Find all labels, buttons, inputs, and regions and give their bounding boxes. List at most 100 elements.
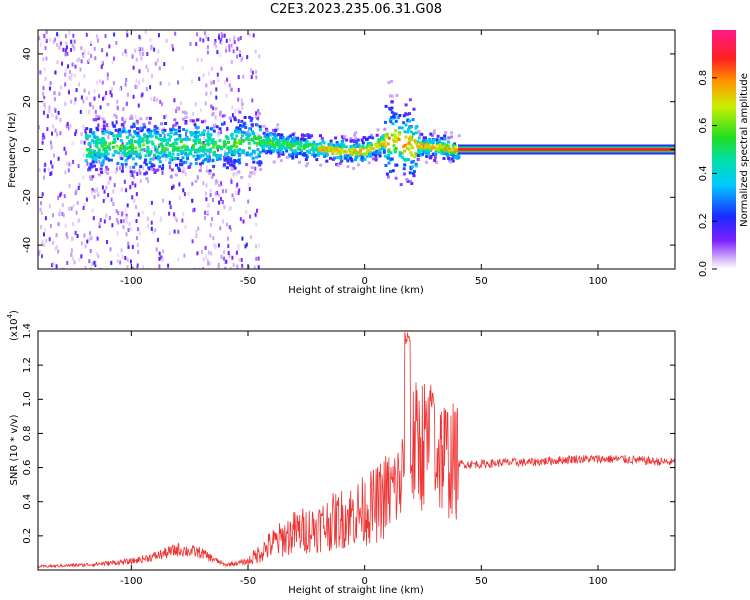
spectrogram-ridge-cell bbox=[343, 149, 347, 153]
spectrogram-noise-cell bbox=[83, 233, 86, 238]
spectrogram-noise-cell bbox=[59, 131, 62, 136]
spectrogram-ridge-cell bbox=[432, 138, 436, 142]
spectrogram-ridge-cell bbox=[275, 148, 279, 152]
spectrogram-noise-cell bbox=[163, 115, 166, 120]
spectrogram-noise-cell bbox=[237, 119, 240, 124]
spectrogram-noise-cell bbox=[88, 58, 91, 63]
spectrogram-ridge-cell bbox=[357, 143, 361, 147]
spectrogram-noise-cell bbox=[179, 101, 182, 105]
spectrogram-ridge-cell bbox=[150, 140, 154, 144]
spectrogram-noise-cell bbox=[74, 97, 77, 102]
spectrogram-ridge-cell bbox=[398, 114, 402, 117]
spectrogram-noise-cell bbox=[137, 249, 140, 254]
spectrogram-ridge-cell bbox=[107, 146, 111, 149]
spectrogram-ridge-cell bbox=[419, 147, 423, 151]
spectrogram-ridge-cell bbox=[212, 153, 216, 157]
spectrogram-ridge-cell bbox=[206, 154, 209, 158]
spectrogram-noise-cell bbox=[178, 195, 181, 200]
spectrogram-noise-cell bbox=[120, 151, 123, 156]
spectrogram-ridge-cell bbox=[272, 143, 276, 147]
spectrogram-noise-cell bbox=[134, 114, 137, 119]
spectrogram-ridge-cell bbox=[296, 136, 300, 140]
spectrogram-noise-cell bbox=[82, 99, 85, 104]
spectrogram-noise-cell bbox=[64, 72, 67, 77]
spectrogram-noise-cell bbox=[100, 59, 103, 64]
spectrogram-ridge-cell bbox=[414, 140, 417, 144]
spectrogram-ridge-cell bbox=[161, 147, 165, 150]
spectrogram-noise-cell bbox=[223, 256, 226, 261]
spectrogram-noise-cell bbox=[89, 231, 91, 236]
spectrogram-noise-cell bbox=[124, 208, 127, 213]
spectrogram-ridge-cell bbox=[416, 158, 420, 161]
spectrogram-ridge-cell bbox=[140, 129, 144, 133]
spectrogram-ridge-cell bbox=[322, 141, 326, 145]
spectrogram-ridge-cell bbox=[332, 148, 336, 152]
spectrogram-ridge-cell bbox=[356, 144, 360, 148]
spectrogram-ridge-cell bbox=[265, 133, 269, 137]
spectrogram-ridge-cell bbox=[122, 127, 126, 131]
spectrogram-ridge-cell bbox=[409, 143, 413, 147]
spectrogram-ridge-cell bbox=[160, 122, 164, 126]
spectrogram-noise-cell bbox=[120, 219, 123, 224]
spectrogram-noise-cell bbox=[68, 75, 71, 80]
spectrogram-ridge-cell bbox=[241, 124, 245, 128]
spectrogram-ridge-cell bbox=[124, 158, 128, 162]
spectrogram-ridge-cell bbox=[319, 163, 323, 167]
spectrogram-ridge-cell bbox=[182, 137, 186, 141]
spectrogram-noise-cell bbox=[44, 162, 47, 167]
spectrogram-noise-cell bbox=[117, 253, 120, 258]
spectrogram-ridge-cell bbox=[404, 103, 408, 107]
spectrogram-noise-cell bbox=[118, 166, 121, 171]
spectrogram-ridge-cell bbox=[402, 145, 405, 149]
spectrogram-ridge-cell bbox=[151, 142, 155, 146]
spectrogram-noise-cell bbox=[179, 160, 182, 165]
spectrogram-ridge-cell bbox=[150, 165, 154, 169]
spectrogram-ridge-cell bbox=[292, 136, 296, 140]
spectrogram-noise-cell bbox=[66, 235, 69, 240]
spectrogram-ridge-cell bbox=[102, 148, 106, 152]
spectrogram-ridge-cell bbox=[201, 154, 205, 158]
spectrogram-ridge-cell bbox=[410, 165, 414, 169]
spectrogram-ridge-cell bbox=[437, 148, 441, 152]
spectrogram-noise-cell bbox=[178, 182, 181, 187]
spectrogram-ridge-cell bbox=[230, 167, 234, 171]
spectrogram-noise-cell bbox=[38, 125, 40, 130]
spectrogram-ridge-cell bbox=[194, 158, 198, 161]
spectrogram-noise-cell bbox=[80, 241, 83, 246]
spectrogram-ridge-cell bbox=[394, 176, 398, 180]
spectrogram-ridge-cell bbox=[130, 138, 133, 142]
spectrogram-noise-cell bbox=[237, 191, 240, 196]
spectrogram-ridge-cell bbox=[172, 128, 175, 132]
spectrogram-ridge-cell bbox=[96, 117, 100, 121]
spectrogram-noise-cell bbox=[124, 118, 127, 122]
spectrogram-noise-cell bbox=[115, 164, 118, 169]
spectrogram-ridge-cell bbox=[443, 137, 447, 141]
spectrogram-noise-cell bbox=[91, 208, 94, 213]
spectrogram-ridge-cell bbox=[355, 152, 359, 156]
spectrogram-ridge-cell bbox=[171, 149, 175, 152]
spectrogram-noise-cell bbox=[219, 52, 222, 57]
spectrogram-ridge-cell bbox=[430, 147, 434, 151]
spectrogram-noise-cell bbox=[66, 122, 69, 126]
spectrogram-ridge-cell bbox=[206, 140, 210, 143]
spectrogram-noise-cell bbox=[212, 242, 215, 247]
spectrogram-noise-cell bbox=[59, 208, 62, 213]
spectrogram-x-tick-label: 0 bbox=[361, 276, 367, 287]
spectrogram-ridge-cell bbox=[145, 162, 148, 166]
spectrogram-noise-cell bbox=[52, 261, 55, 266]
spectrogram-ridge-cell bbox=[85, 134, 89, 137]
spectrogram-ridge-cell bbox=[226, 146, 230, 150]
spectrogram-ridge-cell bbox=[192, 139, 196, 143]
spectrogram-noise-cell bbox=[44, 227, 47, 232]
spectrogram-ridge-cell bbox=[94, 159, 98, 163]
spectrogram-ridge-cell bbox=[298, 147, 302, 151]
spectrogram-ridge-cell bbox=[381, 137, 385, 141]
spectrogram-ridge-cell bbox=[300, 133, 304, 137]
spectrogram-ridge-cell bbox=[387, 148, 391, 152]
spectrogram-noise-cell bbox=[83, 88, 86, 93]
spectrogram-ridge-cell bbox=[108, 142, 112, 146]
spectrogram-ridge-cell bbox=[277, 152, 281, 156]
spectrogram-noise-cell bbox=[234, 108, 237, 113]
spectrogram-noise-cell bbox=[158, 256, 161, 261]
spectrogram-ridge-cell bbox=[444, 131, 448, 134]
